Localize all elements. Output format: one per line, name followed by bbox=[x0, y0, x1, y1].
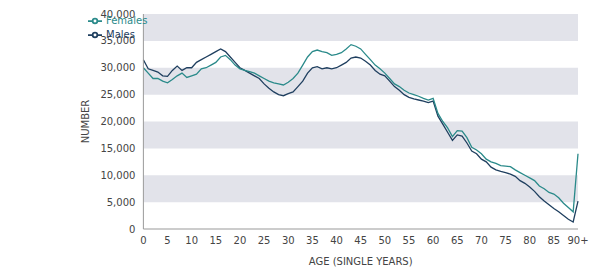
svg-text:20: 20 bbox=[234, 235, 247, 246]
svg-text:55: 55 bbox=[403, 235, 416, 246]
svg-text:45: 45 bbox=[354, 235, 367, 246]
svg-text:35: 35 bbox=[306, 235, 319, 246]
svg-text:25,000: 25,000 bbox=[100, 89, 135, 100]
svg-text:10: 10 bbox=[185, 235, 198, 246]
svg-text:85: 85 bbox=[547, 235, 560, 246]
svg-text:50: 50 bbox=[378, 235, 391, 246]
svg-text:40,000: 40,000 bbox=[100, 9, 135, 20]
svg-text:75: 75 bbox=[499, 235, 512, 246]
svg-text:30,000: 30,000 bbox=[100, 62, 135, 73]
svg-text:25: 25 bbox=[258, 235, 271, 246]
svg-text:AGE (SINGLE YEARS): AGE (SINGLE YEARS) bbox=[309, 256, 413, 267]
svg-text:15,000: 15,000 bbox=[100, 143, 135, 154]
svg-text:15: 15 bbox=[209, 235, 222, 246]
svg-text:35,000: 35,000 bbox=[100, 35, 135, 46]
svg-text:5,000: 5,000 bbox=[107, 197, 136, 208]
svg-text:30: 30 bbox=[282, 235, 295, 246]
svg-text:NUMBER: NUMBER bbox=[80, 100, 91, 144]
svg-text:70: 70 bbox=[475, 235, 488, 246]
svg-text:5: 5 bbox=[164, 235, 170, 246]
svg-text:90+: 90+ bbox=[567, 235, 588, 246]
svg-text:80: 80 bbox=[523, 235, 536, 246]
svg-text:40: 40 bbox=[330, 235, 343, 246]
svg-text:10,000: 10,000 bbox=[100, 170, 135, 181]
svg-text:0: 0 bbox=[129, 224, 135, 235]
svg-text:60: 60 bbox=[427, 235, 440, 246]
svg-text:0: 0 bbox=[140, 235, 146, 246]
svg-text:65: 65 bbox=[451, 235, 464, 246]
svg-text:20,000: 20,000 bbox=[100, 116, 135, 127]
